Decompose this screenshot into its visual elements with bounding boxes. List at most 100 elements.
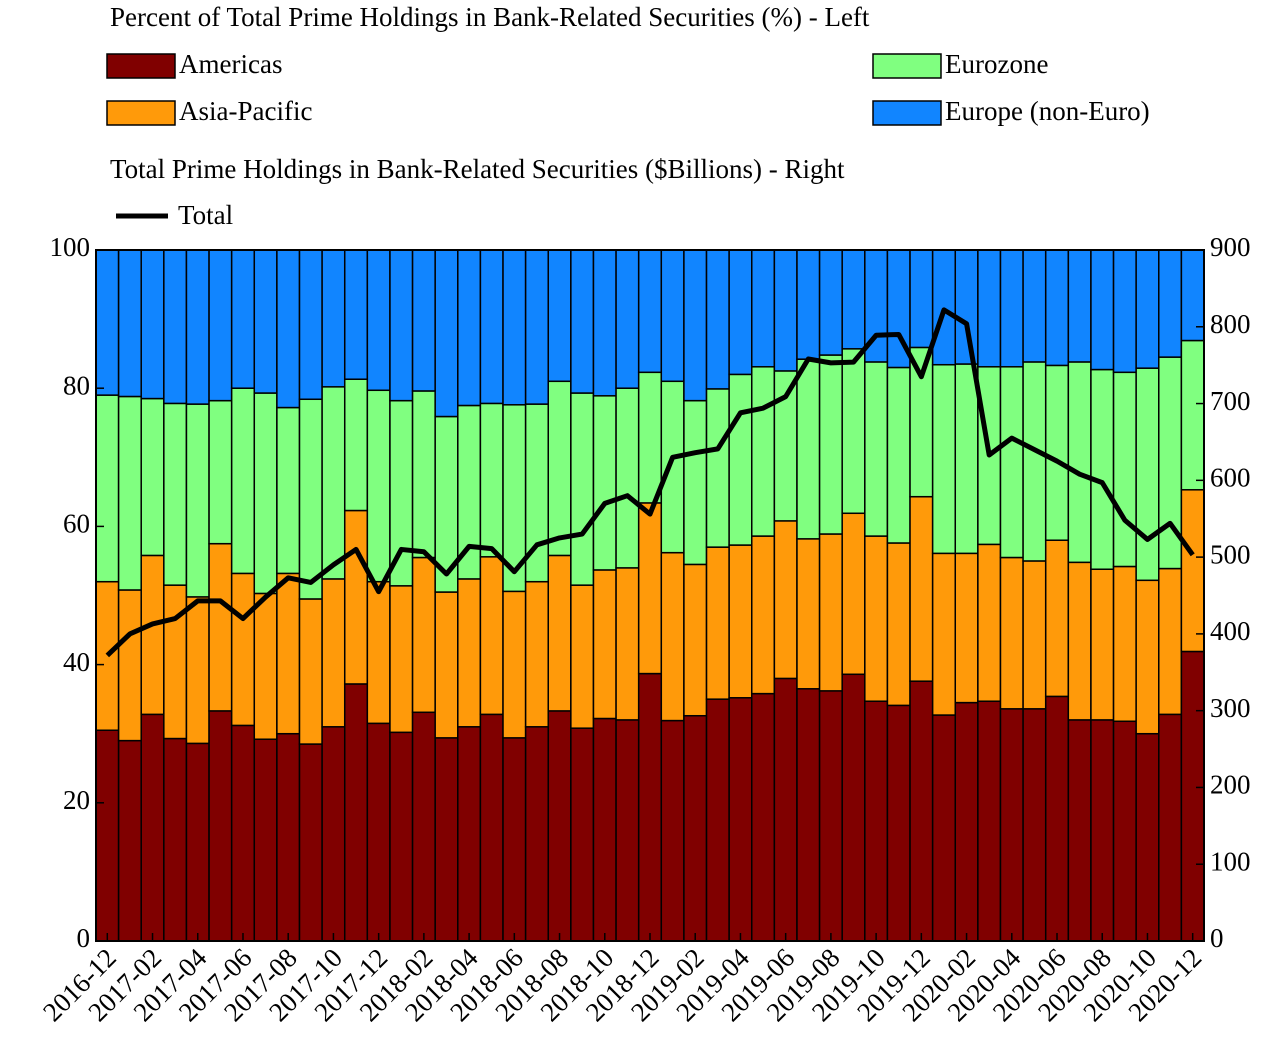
bar-segment xyxy=(570,727,595,942)
bar-segment xyxy=(818,533,843,692)
bar-segment xyxy=(434,249,459,418)
bar-segment xyxy=(570,392,595,586)
bar-segment xyxy=(977,700,1002,942)
bar-segment xyxy=(343,249,369,380)
bar-segment xyxy=(140,713,165,942)
bar-segment xyxy=(999,366,1024,559)
bar-segment xyxy=(1090,568,1115,721)
y2-tick-label: 200 xyxy=(1210,770,1251,800)
bar-segment xyxy=(931,363,957,555)
bar-segment xyxy=(389,731,414,942)
bar-segment xyxy=(841,249,866,350)
bar-segment xyxy=(931,552,957,716)
bar-segment xyxy=(457,249,482,407)
bar-segment xyxy=(1180,339,1205,491)
bar-segment xyxy=(1067,361,1092,564)
bar-segment xyxy=(117,395,142,591)
bar-segment xyxy=(592,395,617,571)
bar-segment xyxy=(751,366,776,537)
bar-segment xyxy=(321,578,346,728)
bar-segment xyxy=(185,742,210,942)
bar-segment xyxy=(1112,565,1137,723)
bar-segment xyxy=(1044,695,1070,942)
y2-tick-label: 400 xyxy=(1210,616,1251,646)
bar-segment xyxy=(570,249,595,394)
bar-segment xyxy=(208,249,233,402)
bar-segment xyxy=(366,722,391,942)
bar-segment xyxy=(592,569,617,720)
bar-segment xyxy=(818,690,843,942)
bar-segment xyxy=(683,563,708,717)
bar-segment xyxy=(366,249,391,392)
bar-segment xyxy=(524,580,549,728)
bar-segment xyxy=(276,572,301,735)
bar-segment xyxy=(1180,489,1205,653)
legend-swatch xyxy=(872,53,942,79)
bar-segment xyxy=(1067,719,1092,942)
bar-segment xyxy=(230,724,256,942)
bar-segment xyxy=(366,580,391,725)
bar-segment xyxy=(117,589,142,742)
bar-segment xyxy=(773,677,798,942)
bar-segment xyxy=(298,249,323,401)
bar-segment xyxy=(163,737,188,942)
bar-segment xyxy=(1022,560,1047,710)
bar-segment xyxy=(343,509,369,685)
bar-segment xyxy=(95,249,120,396)
bar-segment xyxy=(1022,361,1047,562)
bar-segment xyxy=(1067,249,1092,363)
bar-segment xyxy=(954,249,979,365)
bar-segment xyxy=(547,380,572,557)
bar-segment xyxy=(728,697,753,942)
bar-segment xyxy=(751,535,776,695)
bar-segment xyxy=(434,591,459,739)
bar-segment xyxy=(660,719,685,942)
bar-segment xyxy=(185,403,210,598)
bar-segment xyxy=(95,580,120,731)
bar-segment xyxy=(1158,249,1183,358)
bar-segment xyxy=(728,373,753,546)
bar-segment xyxy=(1112,249,1137,374)
bar-segment xyxy=(524,726,549,942)
bar-segment xyxy=(208,710,233,942)
bar-segment xyxy=(683,714,708,942)
bar-segment xyxy=(796,249,821,360)
bar-segment xyxy=(230,572,256,727)
bar-segment xyxy=(1090,368,1115,570)
bar-segment xyxy=(502,590,527,739)
bar-segment xyxy=(999,708,1024,942)
bar-segment xyxy=(999,556,1024,710)
y2-tick-label: 300 xyxy=(1210,693,1251,723)
bar-segment xyxy=(999,249,1024,368)
bar-segment xyxy=(1158,567,1183,716)
bar-segment xyxy=(411,390,436,559)
bar-segment xyxy=(637,502,663,675)
legend-label: Europe (non-Euro) xyxy=(945,96,1150,126)
bar-segment xyxy=(185,596,210,745)
bar-segment xyxy=(705,249,730,390)
bar-segment xyxy=(230,387,256,575)
bar-segment xyxy=(954,552,979,704)
bar-segment xyxy=(954,701,979,942)
bar-segment xyxy=(818,354,843,535)
legend-label: Asia-Pacific xyxy=(179,96,312,126)
bar-segment xyxy=(434,737,459,942)
y2-tick-label: 100 xyxy=(1210,846,1251,876)
bar-segment xyxy=(615,249,640,389)
bar-segment xyxy=(1135,367,1160,582)
bar-segment xyxy=(864,361,889,537)
bar-segment xyxy=(728,249,753,376)
y-tick-label: 60 xyxy=(63,509,90,539)
bar-segment xyxy=(841,512,866,676)
bar-segment xyxy=(547,249,572,383)
bar-segment xyxy=(208,399,233,545)
bar-segment xyxy=(479,249,504,405)
bar-segment xyxy=(140,397,165,557)
y2-tick-label: 500 xyxy=(1210,539,1251,569)
bar-segment xyxy=(389,399,414,587)
bar-segment xyxy=(615,567,640,721)
bar-segment xyxy=(637,249,663,374)
y2-tick-label: 800 xyxy=(1210,309,1251,339)
y-tick-label: 20 xyxy=(63,785,90,815)
